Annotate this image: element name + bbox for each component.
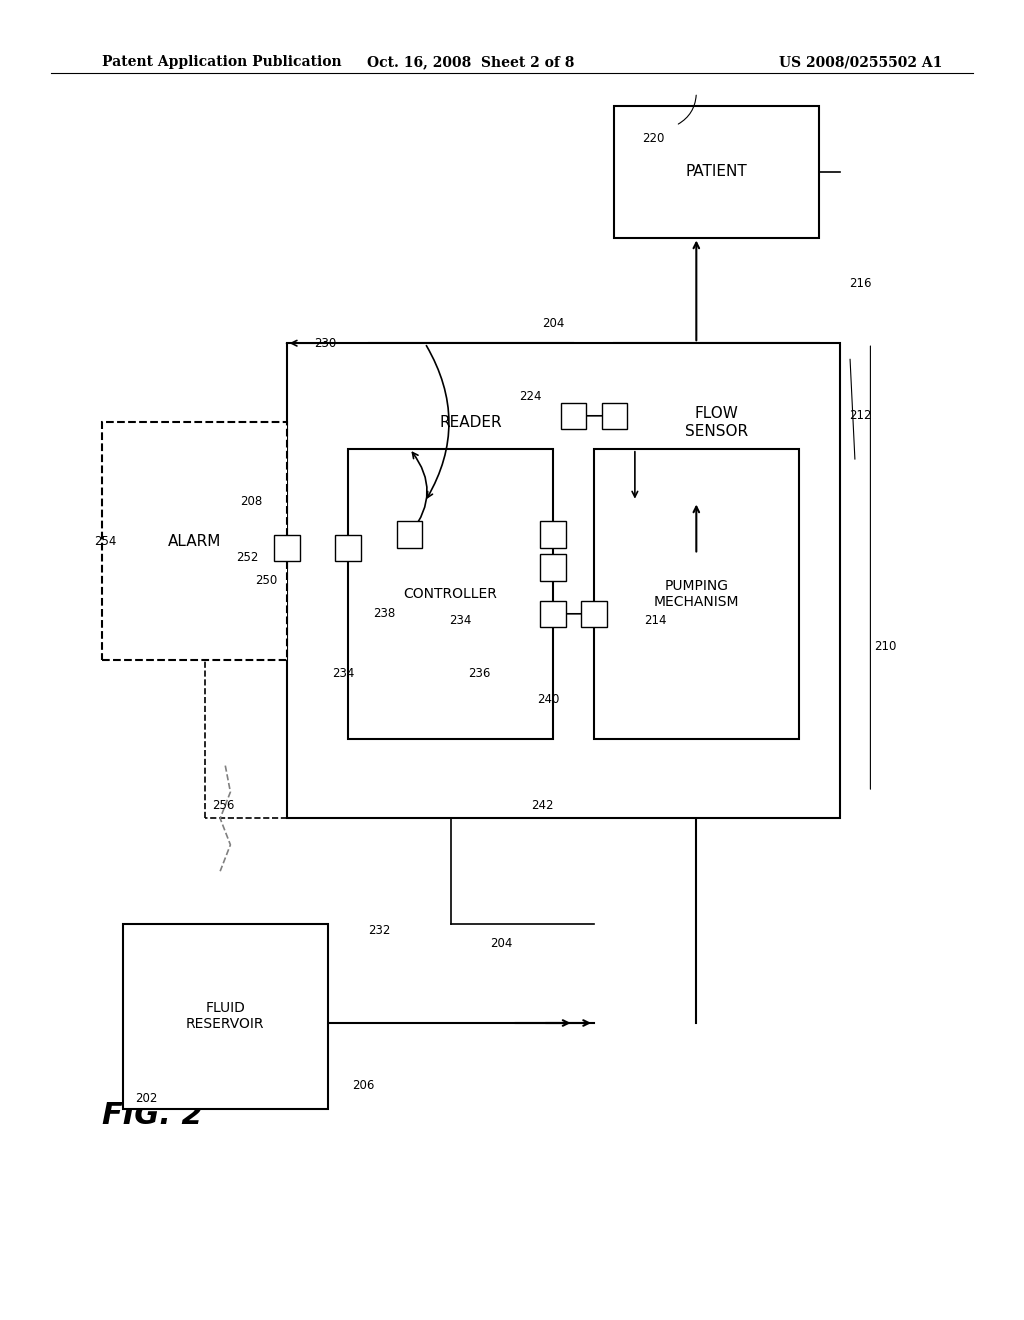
Text: Oct. 16, 2008  Sheet 2 of 8: Oct. 16, 2008 Sheet 2 of 8: [368, 55, 574, 70]
FancyBboxPatch shape: [602, 403, 627, 429]
Text: Patent Application Publication: Patent Application Publication: [102, 55, 342, 70]
FancyBboxPatch shape: [287, 343, 840, 818]
FancyBboxPatch shape: [336, 535, 361, 561]
Text: FLOW
SENSOR: FLOW SENSOR: [685, 407, 749, 438]
FancyBboxPatch shape: [348, 449, 553, 739]
Text: 252: 252: [237, 550, 259, 564]
Text: 214: 214: [644, 614, 667, 627]
Text: FLUID
RESERVOIR: FLUID RESERVOIR: [186, 1002, 264, 1031]
FancyBboxPatch shape: [541, 601, 566, 627]
Text: ALARM: ALARM: [168, 533, 221, 549]
Text: 232: 232: [368, 924, 390, 937]
Text: CONTROLLER: CONTROLLER: [403, 587, 498, 601]
FancyBboxPatch shape: [561, 403, 587, 429]
Text: 204: 204: [490, 937, 513, 950]
Text: 220: 220: [642, 132, 665, 145]
Text: 224: 224: [519, 389, 542, 403]
FancyBboxPatch shape: [541, 521, 566, 548]
Text: 206: 206: [352, 1078, 375, 1092]
Text: 238: 238: [373, 607, 395, 620]
Text: 236: 236: [468, 667, 490, 680]
FancyBboxPatch shape: [541, 554, 566, 581]
Text: 204: 204: [542, 317, 564, 330]
Text: 234: 234: [332, 667, 354, 680]
Text: 242: 242: [531, 799, 554, 812]
Text: US 2008/0255502 A1: US 2008/0255502 A1: [778, 55, 942, 70]
Text: 212: 212: [849, 409, 871, 422]
Text: 210: 210: [874, 640, 897, 653]
Text: 254: 254: [94, 535, 117, 548]
FancyBboxPatch shape: [369, 343, 573, 502]
FancyBboxPatch shape: [102, 422, 287, 660]
FancyBboxPatch shape: [397, 521, 423, 548]
Text: 234: 234: [450, 614, 472, 627]
Text: FIG. 2: FIG. 2: [102, 1101, 203, 1130]
FancyBboxPatch shape: [582, 601, 606, 627]
FancyBboxPatch shape: [594, 449, 799, 739]
Text: 256: 256: [212, 799, 234, 812]
FancyBboxPatch shape: [614, 106, 819, 238]
Text: READER: READER: [439, 414, 503, 430]
Text: 250: 250: [255, 574, 278, 587]
Text: PATIENT: PATIENT: [686, 164, 748, 180]
Text: 230: 230: [314, 337, 337, 350]
FancyBboxPatch shape: [123, 924, 328, 1109]
Text: 240: 240: [537, 693, 559, 706]
Text: 202: 202: [135, 1092, 158, 1105]
FancyBboxPatch shape: [274, 535, 300, 561]
FancyBboxPatch shape: [614, 343, 819, 502]
Text: 208: 208: [240, 495, 262, 508]
Text: 216: 216: [849, 277, 871, 290]
Text: PUMPING
MECHANISM: PUMPING MECHANISM: [653, 579, 739, 609]
